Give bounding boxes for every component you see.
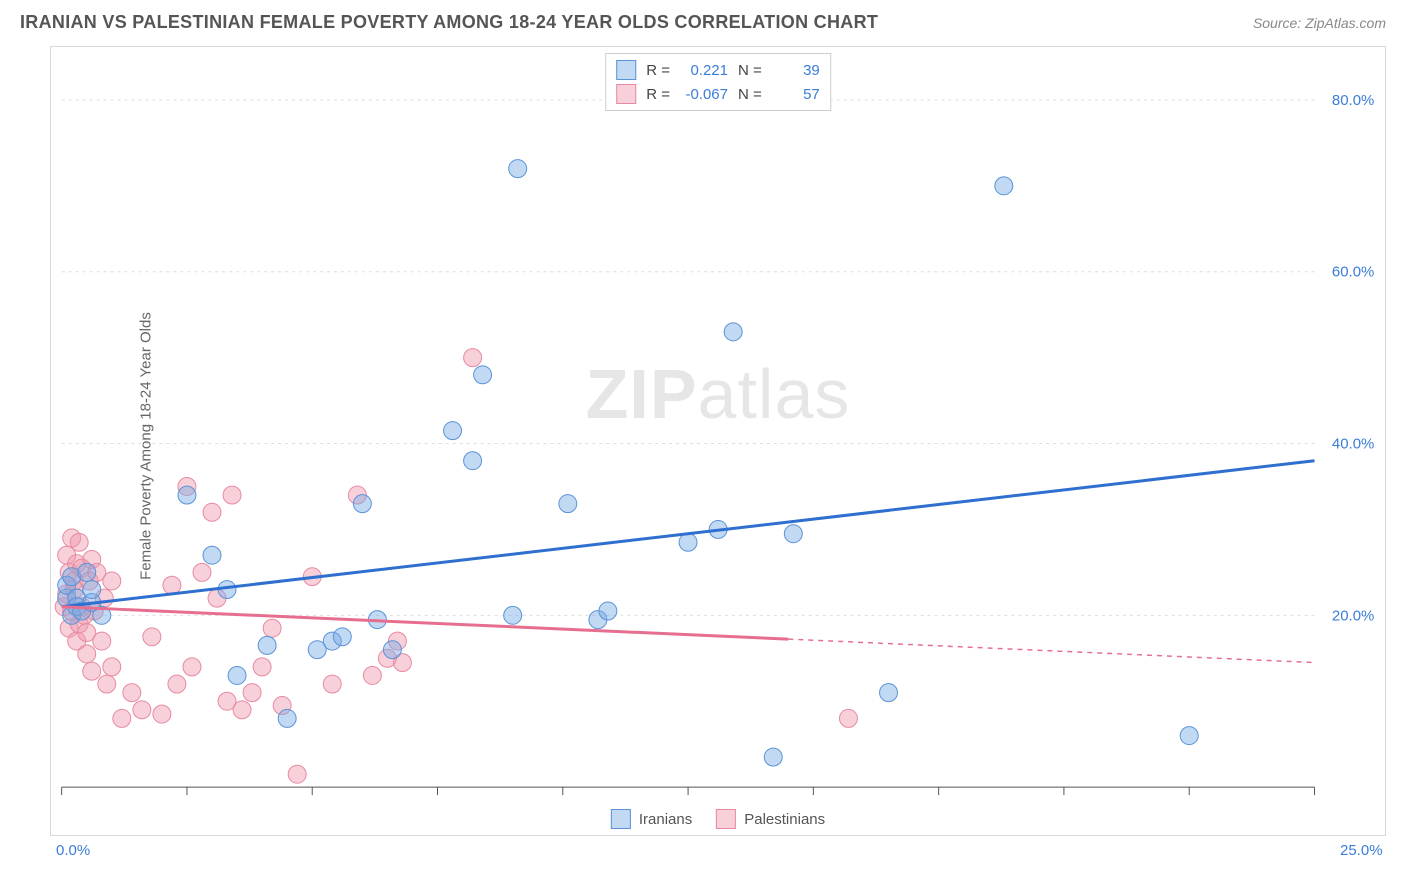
svg-text:60.0%: 60.0% [1332,264,1374,281]
n-label: N = [738,86,762,103]
r-value-iranians: 0.221 [680,62,728,79]
legend-item-iranians: Iranians [611,809,692,829]
svg-text:80.0%: 80.0% [1332,92,1374,109]
swatch-palestinians [716,809,736,829]
series-legend: Iranians Palestinians [611,809,825,829]
legend-label-iranians: Iranians [639,811,692,828]
x-axis-min-label: 0.0% [56,842,90,859]
chart-title: IRANIAN VS PALESTINIAN FEMALE POVERTY AM… [20,12,878,33]
source-name: ZipAtlas.com [1305,15,1386,31]
source-prefix: Source: [1253,15,1305,31]
chart-header: IRANIAN VS PALESTINIAN FEMALE POVERTY AM… [0,0,1406,41]
swatch-iranians [616,60,636,80]
source-attribution: Source: ZipAtlas.com [1253,15,1386,31]
swatch-palestinians [616,84,636,104]
n-label: N = [738,62,762,79]
r-label: R = [646,62,670,79]
stats-row-iranians: R = 0.221 N = 39 [616,58,820,82]
n-value-iranians: 39 [772,62,820,79]
scatter-plot-svg: 20.0% 40.0% 60.0% 80.0% [51,47,1385,835]
stats-legend: R = 0.221 N = 39 R = -0.067 N = 57 [605,53,831,111]
swatch-iranians [611,809,631,829]
chart-area: 20.0%40.0%60.0%80.0% ZIPatlas R = 0.221 … [50,46,1386,836]
svg-text:20.0%: 20.0% [1332,607,1374,624]
legend-label-palestinians: Palestinians [744,811,825,828]
legend-item-palestinians: Palestinians [716,809,825,829]
x-axis-max-label: 25.0% [1340,842,1383,859]
svg-text:40.0%: 40.0% [1332,436,1374,453]
n-value-palestinians: 57 [772,86,820,103]
r-value-palestinians: -0.067 [680,86,728,103]
r-label: R = [646,86,670,103]
stats-row-palestinians: R = -0.067 N = 57 [616,82,820,106]
